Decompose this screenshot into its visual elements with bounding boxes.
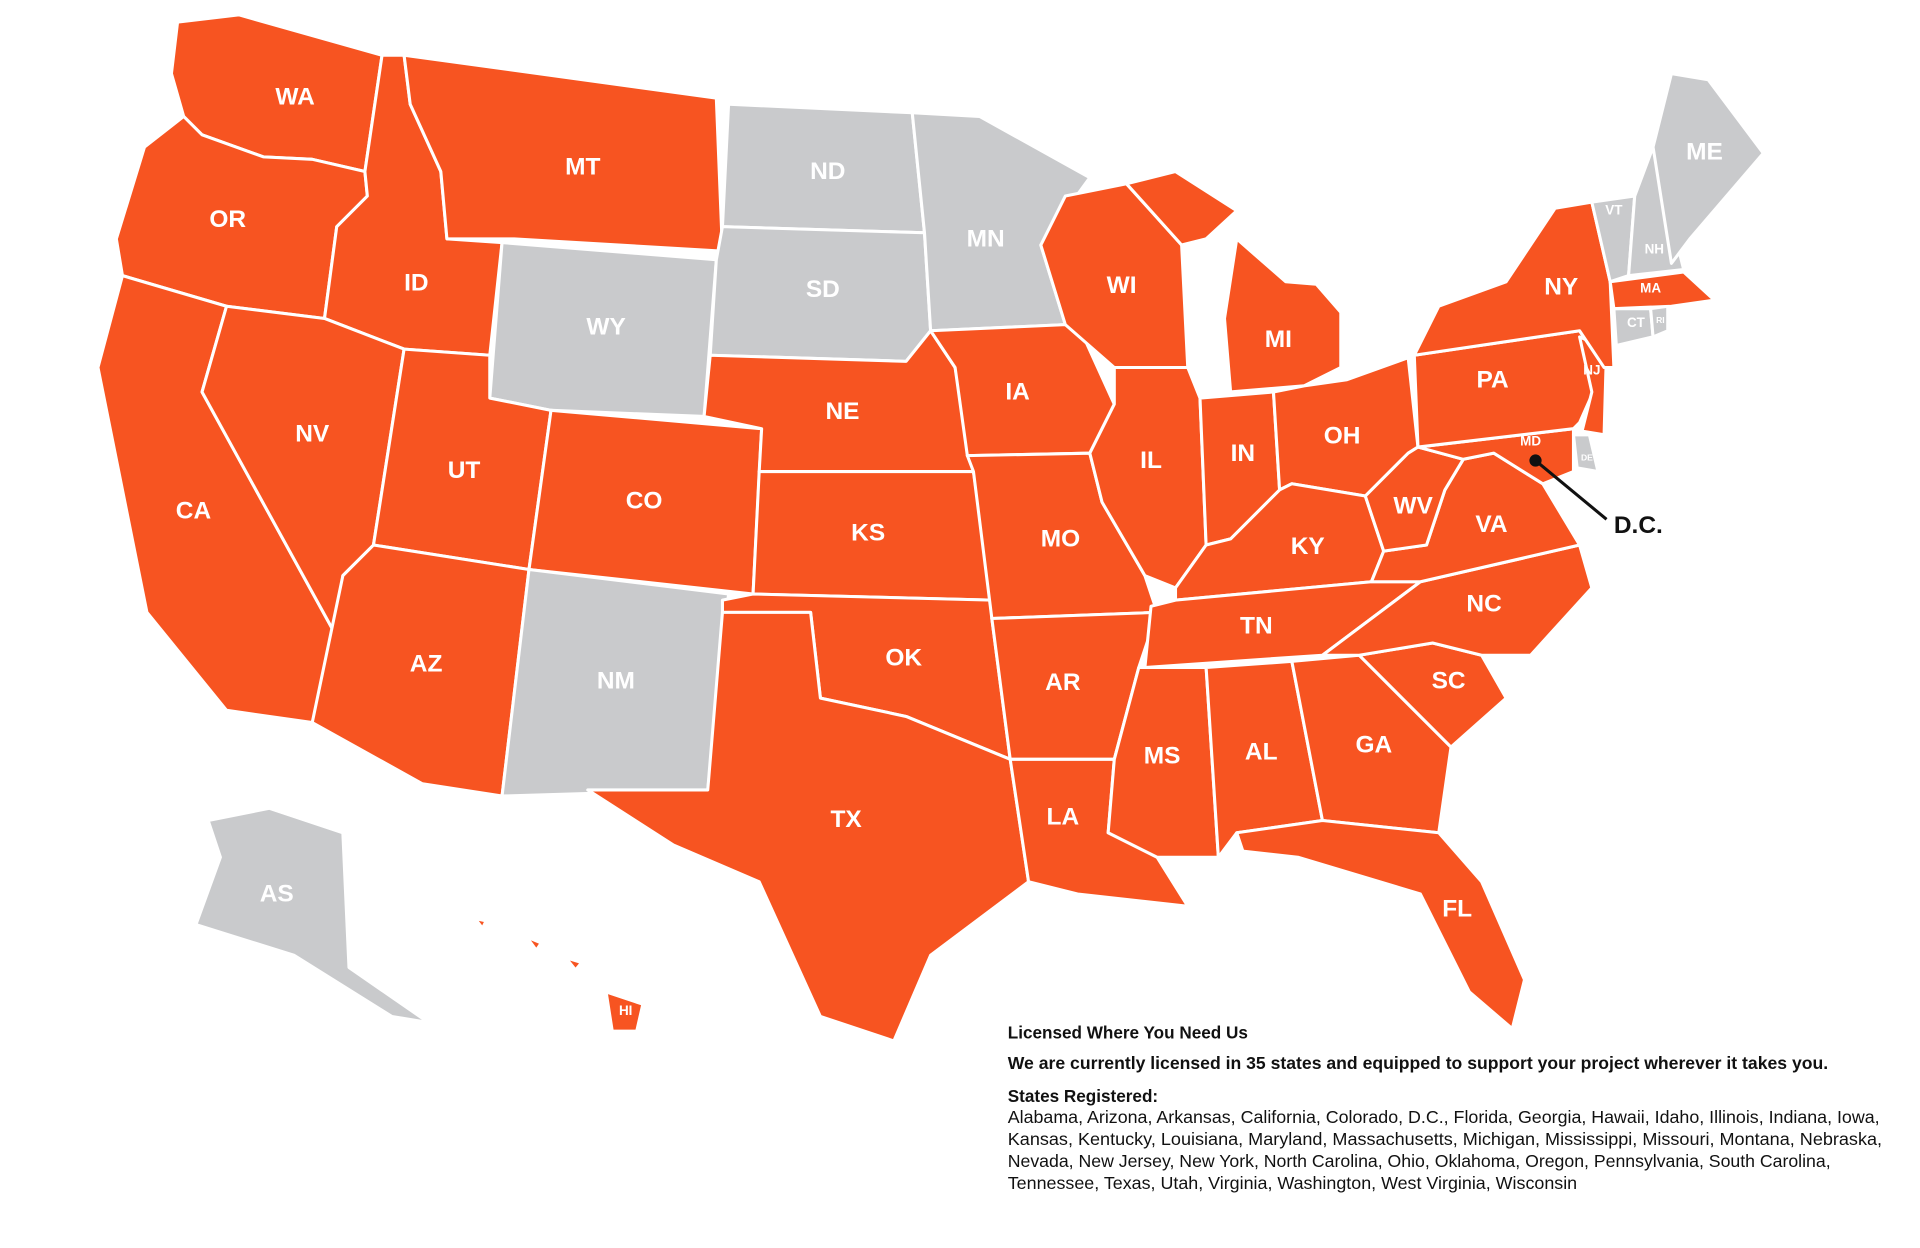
state-label: MA — [1640, 281, 1661, 296]
state-shape — [1320, 543, 1594, 657]
state-label: IN — [1231, 440, 1255, 467]
state-label: AL — [1245, 739, 1278, 766]
state-shape — [402, 53, 724, 253]
state-label: ND — [810, 158, 845, 185]
state-shape — [1222, 237, 1343, 394]
state-label: TX — [830, 806, 862, 833]
state-label: VA — [1475, 511, 1508, 538]
dc-pointer — [1534, 459, 1608, 521]
state-label: KY — [1291, 533, 1325, 560]
state-label: FL — [1442, 895, 1472, 922]
state-label: OK — [885, 644, 922, 671]
state-label: NM — [597, 668, 635, 695]
state-labels: WA OR CA ID NV MT WY UT AZ CO NM ND SD NE KS OK TX MN IA MO… — [176, 84, 1723, 1019]
info-statement: We are currently licensed in 35 states a… — [1008, 1053, 1828, 1073]
state-label: NV — [295, 420, 330, 447]
state-label: TN — [1240, 613, 1273, 640]
state-label: WA — [275, 84, 315, 111]
state-shape — [1363, 445, 1465, 553]
state-label: OH — [1324, 423, 1361, 450]
state-label: MD — [1520, 434, 1541, 449]
state-label: CA — [176, 497, 212, 524]
list-heading: States Registered: — [1008, 1086, 1158, 1106]
state-shape — [1651, 72, 1765, 265]
state-label: AZ — [410, 650, 443, 677]
state-label: SC — [1432, 668, 1466, 695]
state-label: KS — [851, 519, 885, 546]
state-shape — [1571, 433, 1600, 474]
state-shape — [604, 990, 645, 1033]
state-label: AR — [1045, 669, 1081, 696]
state-label: WY — [586, 314, 625, 341]
state-label: IL — [1140, 447, 1162, 474]
state-shape — [1235, 819, 1527, 1031]
state-shape — [194, 806, 431, 1025]
state-shape — [525, 935, 543, 952]
state-label: LA — [1047, 804, 1080, 831]
state-label: ID — [404, 270, 428, 297]
state-label: OR — [209, 206, 246, 233]
state-label: HI — [619, 1003, 632, 1018]
states-list-line: Tennessee, Texas, Utah, Virginia, Washin… — [1008, 1173, 1577, 1193]
state-shape — [1412, 200, 1616, 370]
state-label: IA — [1005, 379, 1030, 406]
state-label: NE — [825, 398, 859, 425]
state-label: PA — [1477, 366, 1510, 393]
dc-label: D.C. — [1614, 512, 1663, 539]
state-label: ME — [1686, 139, 1723, 166]
states-list-line: Kansas, Kentucky, Louisiana, Maryland, M… — [1008, 1129, 1882, 1149]
state-shape — [1039, 182, 1190, 370]
states-list-line: Alabama, Arizona, Arkansas, California, … — [1008, 1107, 1880, 1127]
state-shape — [564, 956, 584, 972]
state-shape — [473, 916, 488, 930]
state-label: NH — [1645, 241, 1664, 256]
state-label: WV — [1393, 493, 1433, 520]
state-label: GA — [1356, 731, 1393, 758]
state-label: MT — [565, 153, 600, 180]
state-label: CO — [626, 488, 663, 515]
state-label: RI — [1656, 315, 1665, 325]
state-shape — [1088, 365, 1208, 590]
state-shape — [488, 241, 718, 418]
state-label: NJ — [1583, 363, 1600, 378]
state-shape — [1125, 170, 1239, 247]
state-label: NC — [1466, 590, 1501, 617]
states — [96, 13, 1765, 1043]
state-label: SD — [806, 276, 840, 303]
states-list-line: Nevada, New Jersey, New York, North Caro… — [1008, 1151, 1831, 1171]
state-label: MS — [1144, 742, 1181, 769]
state-label: WI — [1107, 272, 1137, 299]
state-label: CT — [1627, 315, 1646, 330]
state-label: MI — [1265, 326, 1292, 353]
info-title: Licensed Where You Need Us — [1008, 1022, 1248, 1042]
state-label: AS — [260, 881, 294, 908]
state-shape — [586, 610, 1031, 1043]
state-label: VT — [1605, 202, 1623, 217]
states-list: Alabama, Arizona, Arkansas, California, … — [1008, 1107, 1882, 1193]
state-label: NY — [1544, 273, 1578, 300]
state-label: UT — [448, 457, 481, 484]
state-label: DE — [1581, 452, 1593, 462]
state-shape — [1608, 270, 1716, 311]
state-label: MN — [967, 226, 1005, 253]
state-label: MO — [1041, 526, 1080, 553]
